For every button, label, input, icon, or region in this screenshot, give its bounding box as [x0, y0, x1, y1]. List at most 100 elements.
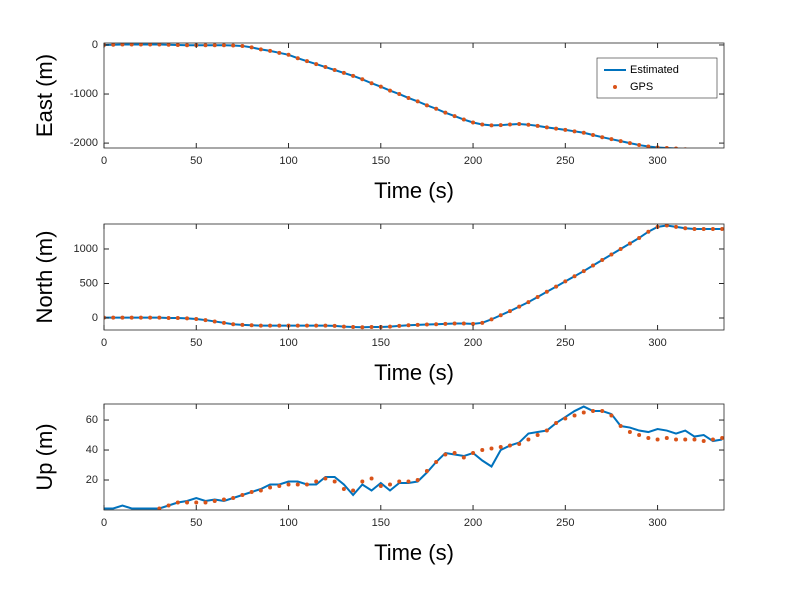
gps-point	[212, 319, 217, 324]
gps-point	[711, 148, 715, 152]
x-tick-label: 50	[190, 155, 202, 167]
gps-point	[277, 50, 282, 55]
gps-point	[286, 482, 291, 487]
gps-point	[572, 274, 577, 279]
gps-point	[674, 224, 679, 229]
gps-point	[674, 437, 679, 442]
gps-point	[434, 106, 439, 111]
gps-point	[249, 45, 254, 50]
gps-point	[424, 469, 429, 474]
gps-point	[692, 437, 697, 442]
gps-point	[646, 436, 651, 441]
gps-point	[203, 43, 208, 48]
gps-point	[341, 324, 346, 329]
gps-point	[221, 43, 226, 48]
gps-point	[572, 413, 577, 418]
gps-point	[304, 323, 309, 328]
gps-point	[535, 294, 540, 299]
gps-point	[563, 127, 568, 132]
x-axis-label: Time (s)	[374, 540, 454, 565]
gps-point	[175, 315, 180, 320]
gps-point	[609, 413, 614, 418]
gps-point	[609, 137, 614, 142]
gps-point	[351, 488, 356, 493]
gps-point	[581, 410, 586, 415]
gps-point	[461, 117, 466, 122]
gps-point	[637, 433, 642, 438]
gps-point	[129, 315, 134, 320]
gps-point	[581, 269, 586, 274]
gps-point	[221, 497, 226, 502]
gps-point	[590, 409, 595, 414]
gps-point	[590, 263, 595, 268]
gps-point	[517, 442, 522, 447]
gps-point	[683, 226, 688, 231]
gps-point	[554, 284, 559, 289]
gps-point	[627, 430, 632, 435]
gps-point	[397, 323, 402, 328]
gps-point	[692, 226, 697, 231]
x-tick-label: 150	[372, 337, 390, 349]
gps-point	[203, 500, 208, 505]
gps-point	[314, 323, 319, 328]
gps-point	[138, 43, 143, 47]
gps-point	[664, 224, 669, 228]
legend-label: Estimated	[630, 64, 679, 76]
gps-point	[554, 421, 559, 426]
gps-point	[710, 437, 715, 442]
gps-point	[646, 144, 651, 148]
gps-point	[572, 129, 577, 134]
gps-point	[332, 67, 337, 72]
gps-point	[166, 503, 171, 508]
gps-point	[618, 424, 623, 429]
gps-point	[507, 443, 512, 448]
gps-point	[526, 437, 531, 442]
gps-point	[175, 500, 180, 505]
gps-point	[489, 123, 494, 128]
gps-point	[646, 229, 651, 234]
gps-point	[535, 433, 540, 438]
legend-marker	[613, 85, 617, 89]
gps-point	[600, 409, 605, 414]
x-tick-label: 0	[101, 155, 107, 167]
gps-point	[406, 95, 411, 100]
gps-point	[268, 485, 273, 490]
gps-point	[194, 317, 199, 322]
gps-point	[240, 322, 245, 327]
y-tick-label: 1000	[74, 243, 98, 255]
y-tick-label: -1000	[70, 88, 98, 100]
x-tick-label: 100	[279, 517, 297, 529]
gps-point	[314, 62, 319, 67]
gps-point	[424, 322, 429, 327]
gps-point	[701, 226, 706, 231]
gps-point	[720, 148, 724, 152]
gps-point	[249, 490, 254, 495]
gps-point	[664, 436, 669, 441]
gps-point	[203, 318, 208, 323]
gps-point	[590, 132, 595, 137]
gps-point	[120, 43, 125, 47]
gps-point	[212, 43, 217, 48]
gps-point	[231, 322, 236, 327]
gps-point	[443, 452, 448, 457]
gps-point	[249, 323, 254, 328]
gps-point	[618, 139, 623, 144]
gps-point	[332, 479, 337, 484]
gps-point	[627, 241, 632, 246]
axes-background	[104, 404, 724, 510]
axes-box	[103, 223, 725, 331]
gps-point	[507, 309, 512, 314]
gps-point	[544, 428, 549, 433]
gps-point	[434, 460, 439, 465]
gps-point	[323, 323, 328, 328]
gps-point	[507, 122, 512, 127]
gps-point	[185, 316, 190, 321]
gps-point	[701, 439, 706, 444]
gps-point	[489, 446, 494, 451]
gps-point	[702, 148, 706, 152]
gps-point	[406, 479, 411, 484]
y-tick-label: 0	[92, 312, 98, 324]
x-tick-label: 250	[556, 155, 574, 167]
gps-point	[166, 43, 171, 47]
y-tick-label: 20	[86, 474, 98, 486]
